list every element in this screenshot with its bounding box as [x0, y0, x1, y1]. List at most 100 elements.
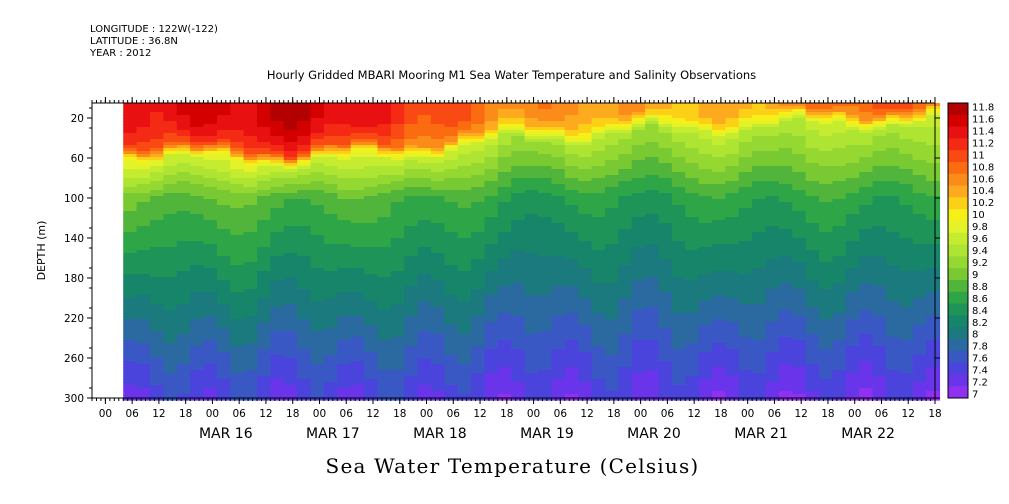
heatmap-cell	[190, 271, 205, 275]
heatmap-cell	[350, 211, 365, 215]
heatmap-cell	[524, 295, 539, 299]
heatmap-cell	[631, 175, 646, 179]
heatmap-cell	[671, 250, 686, 254]
heatmap-cell	[270, 229, 285, 233]
heatmap-cell	[230, 247, 245, 251]
heatmap-cell	[538, 310, 553, 314]
heatmap-cell	[123, 355, 138, 359]
heatmap-cell	[658, 328, 673, 332]
heatmap-cell	[297, 211, 312, 215]
heatmap-cell	[778, 328, 793, 332]
heatmap-cell	[257, 379, 272, 383]
heatmap-cell	[283, 160, 298, 164]
heatmap-cell	[497, 331, 512, 335]
heatmap-cell	[297, 178, 312, 182]
heatmap-cell	[645, 106, 660, 110]
heatmap-cell	[190, 160, 205, 164]
heatmap-cell	[176, 394, 191, 398]
heatmap-cell	[685, 190, 700, 194]
heatmap-cell	[685, 247, 700, 251]
heatmap-cell	[618, 172, 633, 176]
heatmap-cell	[497, 274, 512, 278]
heatmap-cell	[564, 361, 579, 365]
heatmap-cell	[283, 112, 298, 116]
heatmap-cell	[671, 301, 686, 305]
heatmap-cell	[752, 217, 767, 221]
heatmap-cell	[591, 193, 606, 197]
heatmap-cell	[203, 214, 218, 218]
heatmap-cell	[123, 229, 138, 233]
heatmap-cell	[631, 289, 646, 293]
heatmap-cell	[310, 304, 325, 308]
heatmap-cell	[444, 220, 459, 224]
heatmap-cell	[698, 349, 713, 353]
heatmap-cell	[283, 391, 298, 395]
heatmap-cell	[738, 250, 753, 254]
heatmap-cell	[364, 316, 379, 320]
heatmap-cell	[618, 361, 633, 365]
heatmap-cell	[270, 331, 285, 335]
heatmap-cell	[243, 301, 258, 305]
heatmap-cell	[604, 142, 619, 146]
heatmap-cell	[163, 358, 178, 362]
heatmap-cell	[243, 334, 258, 338]
heatmap-cell	[123, 385, 138, 389]
heatmap-cell	[524, 280, 539, 284]
heatmap-cell	[417, 280, 432, 284]
heatmap-cell	[538, 163, 553, 167]
heatmap-cell	[511, 232, 526, 236]
heatmap-cell	[350, 217, 365, 221]
heatmap-cell	[230, 262, 245, 266]
heatmap-cell	[243, 145, 258, 149]
heatmap-cell	[123, 325, 138, 329]
heatmap-cell	[538, 103, 553, 107]
heatmap-cell	[176, 175, 191, 179]
heatmap-cell	[738, 397, 753, 401]
heatmap-cell	[551, 367, 566, 371]
heatmap-cell	[765, 256, 780, 260]
heatmap-cell	[123, 328, 138, 332]
heatmap-cell	[230, 157, 245, 161]
heatmap-cell	[511, 229, 526, 233]
heatmap-cell	[190, 238, 205, 242]
heatmap-cell	[243, 289, 258, 293]
heatmap-cell	[297, 181, 312, 185]
heatmap-cell	[243, 373, 258, 377]
heatmap-cell	[417, 214, 432, 218]
heatmap-cell	[497, 394, 512, 398]
heatmap-cell	[444, 196, 459, 200]
heatmap-cell	[257, 244, 272, 248]
heatmap-cell	[524, 265, 539, 269]
heatmap-cell	[738, 361, 753, 365]
heatmap-cell	[270, 157, 285, 161]
heatmap-cell	[711, 241, 726, 245]
heatmap-cell	[738, 103, 753, 107]
heatmap-cell	[297, 127, 312, 131]
heatmap-cell	[578, 304, 593, 308]
heatmap-cell	[203, 337, 218, 341]
heatmap-cell	[149, 145, 164, 149]
heatmap-cell	[604, 184, 619, 188]
heatmap-cell	[658, 136, 673, 140]
heatmap-cell	[658, 349, 673, 353]
heatmap-cell	[471, 283, 486, 287]
heatmap-cell	[752, 244, 767, 248]
heatmap-cell	[430, 298, 445, 302]
heatmap-cell	[230, 172, 245, 176]
heatmap-cell	[538, 352, 553, 356]
heatmap-cell	[377, 247, 392, 251]
heatmap-cell	[297, 235, 312, 239]
heatmap-cell	[551, 295, 566, 299]
heatmap-cell	[257, 307, 272, 311]
heatmap-cell	[671, 187, 686, 191]
heatmap-cell	[538, 349, 553, 353]
heatmap-cell	[765, 202, 780, 206]
heatmap-cell	[377, 349, 392, 353]
heatmap-cell	[136, 226, 151, 230]
heatmap-cell	[604, 394, 619, 398]
heatmap-cell	[270, 259, 285, 263]
heatmap-cell	[511, 136, 526, 140]
heatmap-cell	[497, 142, 512, 146]
heatmap-cell	[257, 256, 272, 260]
heatmap-cell	[497, 367, 512, 371]
